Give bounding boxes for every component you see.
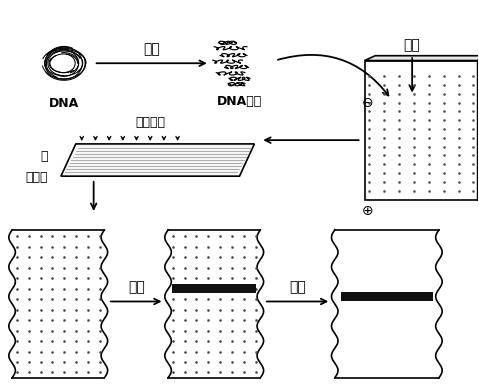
Text: 转膜方向: 转膜方向: [135, 116, 165, 129]
Text: ⊕: ⊕: [362, 204, 373, 218]
Text: 酶切: 酶切: [143, 42, 160, 56]
Bar: [172, 284, 256, 292]
Text: 显色: 显色: [289, 280, 306, 294]
Text: DNA片段: DNA片段: [217, 95, 262, 108]
Polygon shape: [61, 144, 254, 176]
Text: 杂交: 杂交: [128, 280, 145, 294]
Text: 电泳: 电泳: [404, 39, 421, 53]
Text: DNA: DNA: [49, 97, 79, 110]
Text: 胶: 胶: [40, 150, 48, 163]
Polygon shape: [478, 56, 479, 200]
Polygon shape: [365, 60, 478, 200]
Bar: [341, 292, 433, 301]
Text: 印迹膜: 印迹膜: [25, 171, 48, 184]
Polygon shape: [365, 56, 479, 60]
Text: ⊖: ⊖: [362, 96, 373, 110]
